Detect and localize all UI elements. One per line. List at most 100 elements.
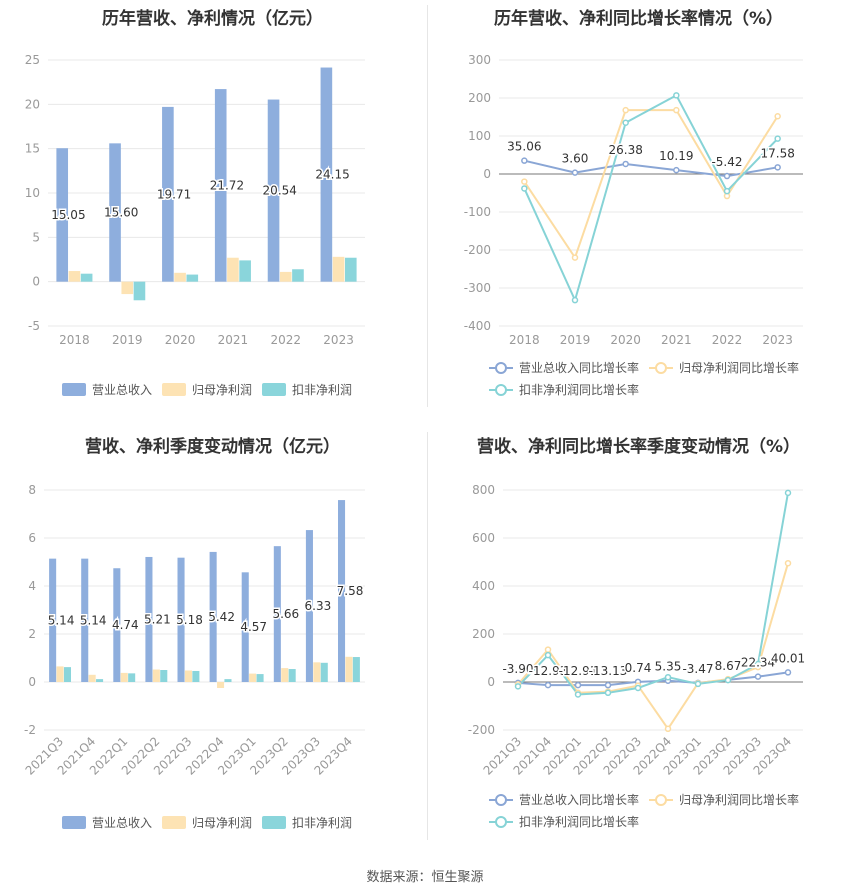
data-point — [544, 651, 552, 659]
data-label: 15.05 — [51, 208, 85, 222]
data-point — [521, 178, 528, 185]
data-point — [544, 681, 552, 689]
data-label: 6.33 — [305, 599, 332, 613]
series-line-deducted-profit — [517, 492, 789, 696]
data-point — [664, 725, 672, 733]
data-point — [514, 683, 522, 690]
bar-revenue — [305, 530, 313, 682]
bar-net-profit — [152, 669, 160, 682]
x-tick-label: 2020 — [165, 333, 196, 347]
bar-deducted-profit — [192, 670, 200, 682]
data-label: 21.72 — [210, 178, 244, 192]
bar-deducted-profit — [292, 269, 304, 282]
data-label: 10.19 — [659, 149, 693, 163]
legend-label: 归母净利润 — [192, 383, 252, 397]
legend-label: 营业总收入 — [92, 816, 152, 830]
y-tick-label: 2 — [28, 627, 36, 641]
data-label: 5.42 — [208, 610, 235, 624]
data-point — [774, 112, 781, 120]
panel-annual-amount: 历年营收、净利情况（亿元） -5 0 5 10 15 20 25 2018 2019 2020 20… — [0, 0, 425, 420]
bar-revenue — [162, 106, 174, 282]
bar-revenue — [145, 556, 153, 682]
x-tick-label: 2021 — [661, 333, 692, 347]
data-label: -13.13 — [589, 664, 628, 678]
data-label: 0.74 — [625, 661, 652, 675]
x-tick-label: 2019 — [560, 333, 591, 347]
bar-deducted-profit — [288, 669, 296, 682]
legend-label: 营业总收入同比增长率 — [519, 360, 639, 375]
bar-revenue — [49, 558, 57, 682]
chart-title-quarterly-amount: 营收、净利季度变动情况（亿元） — [85, 437, 340, 457]
y-tick-label: 0 — [483, 167, 491, 181]
data-label: 5.18 — [176, 613, 203, 627]
y-tick-label: -400 — [464, 319, 491, 333]
legend-label: 营业总收入 — [92, 383, 152, 397]
legend-label: 营业总收入同比增长率 — [519, 792, 639, 807]
bar-net-profit — [313, 662, 321, 682]
data-source-note: 数据来源：恒生聚源 — [366, 870, 484, 885]
x-tick-label: 2021 — [218, 333, 249, 347]
data-label: 7.58 — [337, 584, 364, 598]
data-point — [723, 172, 731, 180]
x-tick-label: 2023 — [323, 333, 354, 347]
y-tick-label: -2 — [24, 723, 36, 737]
y-tick-label: 4 — [28, 579, 36, 593]
data-label: 5.21 — [144, 612, 171, 626]
bar-revenue — [241, 572, 249, 682]
data-label: -5.42 — [711, 155, 742, 169]
data-point — [754, 660, 762, 668]
legend-marker — [495, 816, 507, 828]
bar-net-profit — [184, 670, 192, 682]
legend-swatch — [262, 383, 286, 396]
data-point — [754, 673, 762, 680]
bar-revenue — [177, 557, 185, 682]
data-label: 17.58 — [760, 146, 794, 160]
bar-revenue — [113, 568, 121, 682]
data-point — [571, 254, 579, 261]
data-label: 4.57 — [240, 620, 267, 634]
legend-swatch — [62, 816, 86, 829]
series-line-deducted-profit — [523, 93, 779, 304]
data-point — [723, 187, 731, 195]
legend-label: 扣非净利润同比增长率 — [519, 814, 639, 829]
y-tick-label: 100 — [468, 129, 491, 143]
data-point — [784, 489, 792, 497]
legend-label: 归母净利润 — [192, 816, 252, 830]
bar-deducted-profit — [224, 679, 232, 682]
data-point — [604, 681, 612, 689]
legend-label: 扣非净利润 — [292, 816, 352, 830]
legend-label: 归母净利润同比增长率 — [679, 792, 799, 807]
data-point — [574, 691, 582, 698]
legend-swatch — [162, 383, 186, 396]
x-tick-label: 2022 — [270, 333, 301, 347]
series-line-net-profit — [517, 562, 789, 731]
bar-net-profit — [68, 271, 81, 282]
panel-divider-bottom — [427, 432, 428, 840]
data-label: 5.14 — [80, 613, 107, 627]
data-label: 5.35 — [655, 660, 682, 674]
data-label: 24.15 — [315, 168, 349, 182]
y-tick-label: 600 — [472, 531, 495, 545]
legend-marker — [495, 362, 507, 374]
y-tick-label: 300 — [468, 53, 491, 67]
bar-net-profit — [249, 673, 257, 682]
legend-marker — [655, 362, 667, 374]
data-label: 20.54 — [263, 184, 297, 198]
y-tick-label: 0 — [28, 675, 36, 689]
series-line-net-profit — [523, 109, 779, 260]
data-label: 40.01 — [771, 651, 805, 665]
bar-revenue — [81, 558, 89, 682]
data-point — [622, 160, 629, 168]
bar-deducted-profit — [96, 679, 104, 682]
legend-swatch — [62, 383, 86, 396]
bar-revenue — [109, 143, 121, 282]
bar-net-profit — [279, 271, 292, 282]
data-label: -3.47 — [682, 662, 713, 676]
data-point — [673, 106, 680, 114]
data-point — [604, 689, 612, 697]
y-tick-label: 25 — [25, 53, 40, 67]
bar-deducted-profit — [133, 281, 146, 301]
legend-swatch — [162, 816, 186, 829]
chart-title-annual-amount: 历年营收、净利情况（亿元） — [102, 9, 323, 29]
data-point — [664, 673, 672, 681]
